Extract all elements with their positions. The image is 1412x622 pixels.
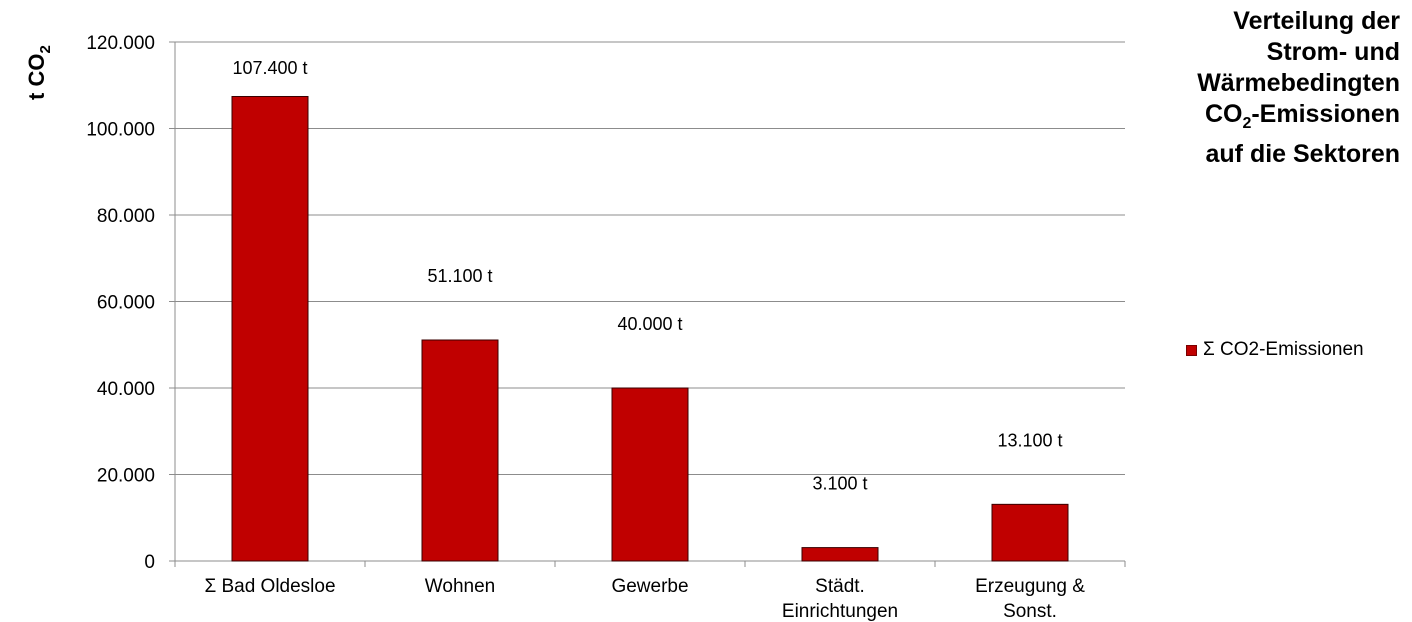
bar-4 bbox=[991, 503, 1069, 562]
chart-title: Verteilung der Strom- und Wärmebedingten… bbox=[1100, 6, 1400, 170]
category-label-3-1: Einrichtungen bbox=[782, 601, 898, 622]
category-label-1-0: Wohnen bbox=[425, 576, 495, 597]
y-axis-label-sub: 2 bbox=[37, 45, 54, 53]
bar-3 bbox=[801, 547, 879, 562]
legend-label: Σ CO2-Emissionen bbox=[1203, 339, 1364, 360]
data-label-2: 40.000 t bbox=[617, 314, 682, 334]
y-axis-label-base: t CO bbox=[24, 54, 49, 100]
title-line-1: Verteilung der bbox=[1233, 7, 1400, 35]
category-label-2-0: Gewerbe bbox=[611, 576, 688, 597]
title-co2-rest: -Emissionen bbox=[1251, 100, 1400, 128]
bars bbox=[231, 95, 1069, 562]
bar-1 bbox=[421, 339, 499, 562]
y-tick-label-2: 40.000 bbox=[97, 379, 155, 400]
title-line-4: CO2-Emissionen bbox=[1100, 99, 1400, 139]
data-label-4: 13.100 t bbox=[997, 430, 1062, 450]
data-label-3: 3.100 t bbox=[812, 474, 867, 494]
bar-2 bbox=[611, 387, 689, 562]
category-label-4-0: Erzeugung & bbox=[975, 576, 1085, 597]
category-label-0-0: Σ Bad Oldesloe bbox=[204, 576, 335, 597]
title-co2-sub: 2 bbox=[1242, 115, 1252, 132]
data-label-1: 51.100 t bbox=[427, 266, 492, 286]
title-line-2: Strom- und bbox=[1266, 38, 1400, 66]
gridlines bbox=[175, 41, 1125, 475]
legend: Σ CO2-Emissionen bbox=[1186, 339, 1364, 361]
y-tick-label-6: 120.000 bbox=[86, 33, 155, 54]
y-tick-label-5: 100.000 bbox=[86, 120, 155, 141]
y-tick-label-4: 80.000 bbox=[97, 206, 155, 227]
y-tick-label-1: 20.000 bbox=[97, 466, 155, 487]
title-co2-base: CO bbox=[1204, 100, 1243, 128]
y-tick-label-3: 60.000 bbox=[97, 293, 155, 314]
title-line-5: auf die Sektoren bbox=[1205, 140, 1401, 168]
data-label-0: 107.400 t bbox=[232, 58, 307, 78]
y-axis-label: t CO2 bbox=[24, 45, 54, 100]
bar-0 bbox=[231, 95, 309, 562]
labels: 0 20.000 40.000 60.000 80.000 100.000 120.000 1… bbox=[86, 33, 1085, 622]
legend-swatch bbox=[1186, 344, 1197, 356]
category-label-3-0: Städt. bbox=[815, 576, 865, 597]
y-tick-label-0: 0 bbox=[144, 552, 155, 573]
title-line-3: Wärmebedingten bbox=[1197, 69, 1400, 97]
category-label-4-1: Sonst. bbox=[1003, 601, 1057, 622]
